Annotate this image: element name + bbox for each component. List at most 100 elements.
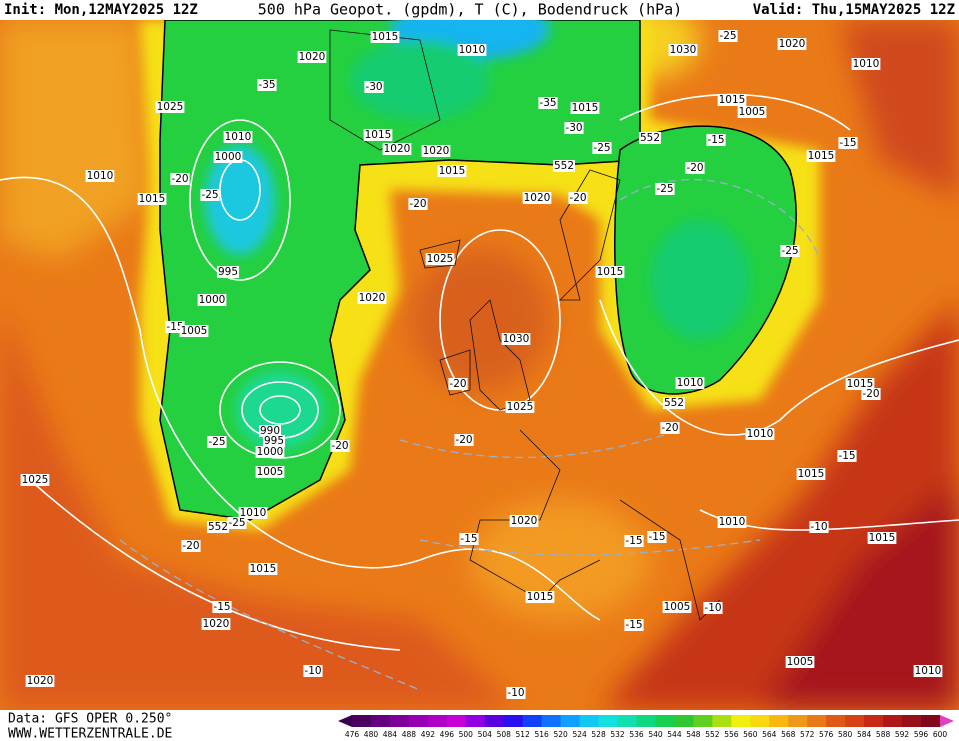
contour-label-box (213, 151, 243, 163)
colorbar-tick-label: 500 (459, 730, 474, 739)
contour-label: -15 (706, 134, 726, 146)
map-title: 500 hPa Geopot. (gpdm), T (C), Bodendruc… (258, 1, 682, 19)
contour-label-box (538, 97, 558, 109)
contour-label: 1020 (421, 145, 451, 157)
contour-label: -10 (703, 602, 723, 614)
contour-label: -15 (838, 137, 858, 149)
contour-label-box (624, 619, 644, 631)
contour-label-text: 1015 (372, 31, 399, 43)
colorbar-tick-label: 600 (933, 730, 948, 739)
contour-label-text: 1010 (747, 428, 774, 440)
contour-label-box (570, 102, 600, 114)
contour-label-text: -20 (182, 540, 199, 552)
contour-label-text: 1010 (459, 44, 486, 56)
contour-label: -25 (227, 517, 247, 529)
contour-label-text: -25 (656, 183, 673, 195)
header-bar (0, 0, 959, 20)
colorbar-swatch (352, 715, 372, 727)
contour-label: 1010 (457, 44, 487, 56)
contour-label-box (638, 132, 662, 144)
contour-label-text: 1015 (869, 532, 896, 544)
contour-label-box (207, 436, 227, 448)
contour-label-text: -15 (839, 137, 856, 149)
contour-label: -15 (459, 533, 479, 545)
contour-label-text: -20 (171, 173, 188, 185)
contour-label-box (227, 517, 247, 529)
contour-label: -35 (257, 79, 277, 91)
contour-label-text: -15 (625, 619, 642, 631)
contour-label: -25 (718, 30, 738, 42)
colorbar-tick-label: 560 (743, 730, 758, 739)
contour-label: 1015 (137, 193, 167, 205)
colorbar-tick-label: 548 (686, 730, 701, 739)
contour-label: 1005 (662, 601, 692, 613)
contour-label: 1020 (522, 192, 552, 204)
colorbar-tick-label: 576 (819, 730, 834, 739)
contour-label: 1000 (213, 151, 243, 163)
contour-label-text: -20 (449, 378, 466, 390)
contour-label: 1005 (179, 325, 209, 337)
contour-label: -30 (364, 81, 384, 93)
contour-label-text: 1005 (257, 466, 284, 478)
contour-label: -25 (200, 189, 220, 201)
contour-label-box (257, 79, 277, 91)
contour-label-text: -25 (593, 142, 610, 154)
contour-label-text: 1025 (157, 101, 184, 113)
colorbar-tick-label: 556 (724, 730, 739, 739)
contour-label-text: 1020 (359, 292, 386, 304)
contour-label-box (258, 425, 282, 437)
colorbar-tick-label: 540 (648, 730, 663, 739)
contour-label-text: -25 (208, 436, 225, 448)
contour-label: -15 (212, 601, 232, 613)
contour-label-box (564, 122, 584, 134)
contour-label-text: 552 (664, 397, 684, 409)
contour-label-box (525, 591, 555, 603)
contour-label-text: -10 (507, 687, 524, 699)
colorbar-right-arrow (940, 715, 954, 727)
contour-label: 1020 (201, 618, 231, 630)
contour-label-text: -15 (460, 533, 477, 545)
contour-label: 552 (552, 160, 576, 172)
contour-label-box (408, 198, 428, 210)
contour-label-text: -15 (838, 450, 855, 462)
contour-label-text: 990 (260, 425, 280, 437)
colorbar-swatch (769, 715, 789, 727)
colorbar-swatch (902, 715, 922, 727)
contour-label-box (717, 94, 747, 106)
contour-label-box (437, 165, 467, 177)
colorbar-swatch (788, 715, 808, 727)
contour-label-box (262, 435, 286, 447)
colorbar-swatch (522, 715, 543, 727)
colorbar-swatch (921, 715, 941, 727)
colorbar-tick-label: 480 (364, 730, 379, 739)
colorbar-swatch (389, 715, 410, 727)
contour-label-text: 1010 (240, 507, 267, 519)
contour-label-box (454, 434, 474, 446)
contour-label: -20 (408, 198, 428, 210)
colorbar-swatch (408, 715, 429, 727)
contour-label: 1020 (297, 51, 327, 63)
contour-label: -15 (647, 531, 667, 543)
contour-label-text: -10 (304, 665, 321, 677)
contour-label-box (685, 162, 705, 174)
contour-label-box (809, 521, 829, 533)
colorbar-swatch (655, 715, 675, 727)
contour-label: -30 (564, 122, 584, 134)
contour-label-box (382, 143, 412, 155)
contour-label-box (806, 150, 836, 162)
contour-label-text: -10 (704, 602, 721, 614)
contour-label-box (212, 601, 232, 613)
contour-label-box (181, 540, 201, 552)
contour-label-box (297, 51, 327, 63)
contour-label-text: -25 (719, 30, 736, 42)
contour-label-text: 1010 (87, 170, 114, 182)
contour-label: 990 (258, 425, 282, 437)
contour-label-box (796, 468, 826, 480)
contour-label-box (660, 422, 680, 434)
contour-label-box (363, 129, 393, 141)
contour-label: 1015 (845, 378, 875, 390)
contour-label-text: 1010 (853, 58, 880, 70)
contour-label: 1025 (505, 401, 535, 413)
contour-label-box (238, 507, 268, 519)
contour-label-box (861, 388, 881, 400)
